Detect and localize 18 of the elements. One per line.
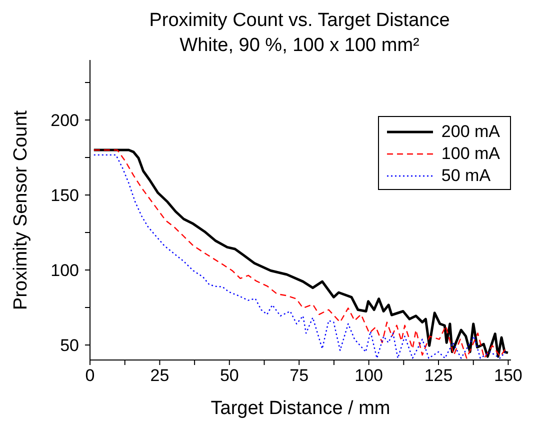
y-tick-label: 50 (60, 336, 79, 355)
x-axis-title: Target Distance / mm (210, 398, 390, 419)
chart-subtitle: White, 90 %, 100 x 100 mm² (178, 34, 420, 58)
y-tick-label: 100 (50, 261, 79, 280)
x-tick-label: 50 (220, 366, 239, 385)
x-tick-label: 25 (150, 366, 170, 385)
x-tick-label: 75 (290, 366, 309, 385)
legend-label: 200 mA (441, 122, 500, 142)
x-tick-label: 0 (85, 366, 95, 385)
y-tick-label: 200 (50, 111, 79, 130)
x-tick-label: 125 (424, 366, 453, 385)
y-tick-label: 150 (50, 186, 79, 205)
chart-title: Proximity Count vs. Target Distance (148, 9, 451, 33)
x-tick-label: 150 (494, 366, 522, 385)
y-axis-title: Proximity Sensor Count (10, 110, 32, 310)
x-tick-label: 100 (354, 366, 383, 385)
legend-label: 50 mA (441, 166, 491, 186)
legend-label: 100 mA (441, 144, 500, 164)
